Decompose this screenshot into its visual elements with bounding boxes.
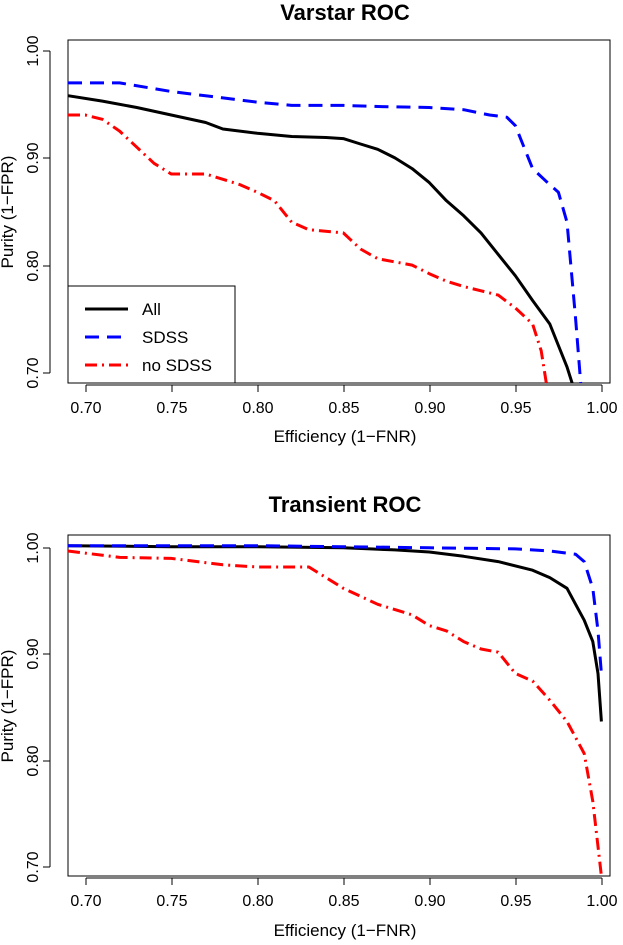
plot-frame	[67, 39, 611, 384]
x-tick-label: 1.00	[586, 893, 617, 910]
x-tick-label: 0.95	[500, 893, 531, 910]
y-tick-label: 1.00	[25, 35, 42, 66]
x-tick-label: 0.90	[414, 400, 445, 417]
y-axis: 1.00 0.90 0.80 0.70	[25, 532, 51, 883]
y-tick-label: 0.90	[25, 142, 42, 173]
x-tick-label: 0.95	[500, 400, 531, 417]
series-line-all	[67, 94, 574, 384]
y-tick-label: 0.90	[25, 638, 42, 669]
y-tick-label: 0.70	[25, 851, 42, 882]
y-tick-label: 0.70	[25, 357, 42, 388]
plot-frame	[67, 534, 611, 877]
chart-title: Transient ROC	[269, 492, 422, 517]
chart-title: Varstar ROC	[280, 0, 410, 25]
x-tick-label: 0.85	[328, 893, 359, 910]
x-axis-label: Efficiency (1−FNR)	[274, 427, 417, 446]
legend-label-sdss: SDSS	[142, 328, 188, 347]
x-axis-label: Efficiency (1−FNR)	[274, 921, 417, 940]
legend-box	[67, 285, 236, 384]
x-tick-label: 0.75	[156, 400, 187, 417]
y-tick-label: 0.80	[25, 250, 42, 281]
y-axis-label: Purity (1−FPR)	[0, 650, 17, 763]
x-tick-label: 0.75	[156, 893, 187, 910]
x-tick-label: 0.90	[414, 893, 445, 910]
legend-label-no-sdss: no SDSS	[142, 356, 212, 375]
x-tick-label: 0.70	[70, 400, 101, 417]
x-tick-label: 0.80	[242, 400, 273, 417]
series-line-sdss	[68, 544, 603, 674]
x-tick-label: 0.80	[242, 893, 273, 910]
legend-label-all: All	[142, 300, 161, 319]
x-axis: 0.70 0.75 0.80 0.85 0.90 0.95 1.00	[70, 384, 618, 417]
series-lines	[67, 81, 583, 384]
panel-varstar-roc: Varstar ROC 1.00 0.90 0.80 0.70 Purity (…	[0, 0, 618, 446]
series-line-no-sdss	[68, 113, 548, 384]
series-line-sdss	[68, 81, 583, 384]
y-axis-label: Purity (1−FPR)	[0, 156, 17, 269]
x-tick-label: 0.70	[70, 893, 101, 910]
legend: All SDSS no SDSS	[67, 285, 236, 384]
series-lines	[67, 544, 603, 877]
x-axis: 0.70 0.75 0.80 0.85 0.90 0.95 1.00	[70, 877, 618, 910]
y-tick-label: 0.80	[25, 745, 42, 776]
y-axis: 1.00 0.90 0.80 0.70	[25, 35, 51, 389]
x-tick-label: 1.00	[586, 400, 617, 417]
y-tick-label: 1.00	[25, 532, 42, 563]
x-tick-label: 0.85	[328, 400, 359, 417]
series-line-no-sdss	[67, 549, 603, 877]
panel-transient-roc: Transient ROC 1.00 0.90 0.80 0.70 Purity…	[0, 492, 618, 940]
series-line-all	[67, 544, 603, 722]
